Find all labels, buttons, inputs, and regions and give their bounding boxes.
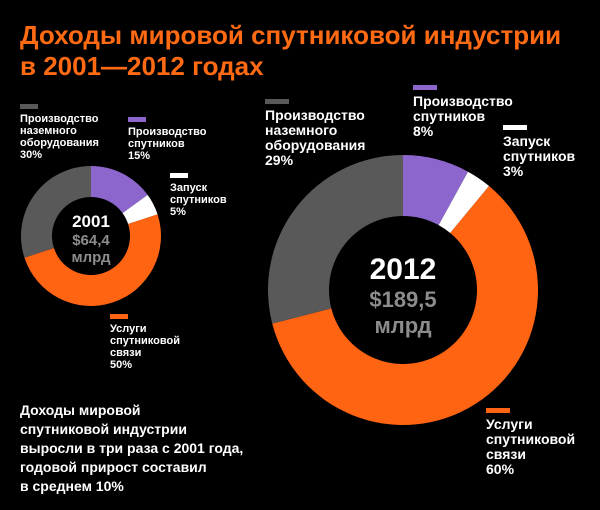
label-2001-services: Услуги спутниковой связи 50% — [110, 314, 180, 371]
slice-2012-services — [272, 185, 538, 425]
label-line: оборудования — [265, 137, 366, 153]
slice-2012-launch — [438, 171, 490, 233]
label-2012-ground: Производство наземного оборудования 29% — [265, 99, 365, 168]
label-2012-services: Услуги спутниковой связи 60% — [486, 408, 575, 477]
slice-2012-ground-equipment — [268, 155, 403, 324]
label-line: наземного — [20, 125, 77, 137]
label-line: наземного — [265, 122, 338, 138]
label-line: Услуги — [486, 416, 533, 432]
legend-swatch-ground — [20, 104, 38, 109]
note-line: выросли в три раза с 2001 года, — [20, 440, 244, 456]
center-year-2012: 2012 — [370, 253, 437, 286]
label-2012-launch: Запуск спутников 3% — [503, 125, 575, 179]
center-amount-2001: $64,4 — [72, 232, 110, 249]
label-line: связи — [486, 446, 526, 462]
center-amount-2012: $189,5 — [369, 287, 436, 312]
summary-note: Доходы мировой спутниковой индустрии выр… — [20, 401, 320, 496]
slice-2012-manufacturing — [403, 155, 469, 226]
note-line: спутниковой индустрии — [20, 421, 187, 437]
legend-swatch-launch — [503, 125, 527, 130]
label-line: спутниковой — [110, 335, 180, 347]
legend-swatch-ground — [265, 99, 289, 104]
label-2001-ground: Производство наземного оборудования 30% — [20, 104, 99, 161]
donut-2012-center: 2012 $189,5 млрд — [369, 253, 436, 338]
label-line: оборудования — [20, 137, 99, 149]
label-line: спутников — [503, 148, 576, 164]
label-line: спутниковой — [486, 431, 576, 447]
center-unit-2012: млрд — [374, 313, 431, 338]
legend-swatch-manufacturing — [128, 117, 146, 122]
label-line: спутников — [413, 108, 486, 124]
label-line: Запуск — [503, 133, 551, 149]
label-value: 29% — [265, 152, 294, 168]
donut-2001 — [20, 166, 161, 306]
slice-2001-ground-equipment — [20, 166, 91, 258]
label-2001-launch: Запуск спутников 5% — [170, 173, 227, 218]
label-line: Производство — [128, 126, 207, 138]
label-line: спутников — [170, 194, 227, 206]
label-line: спутников — [128, 138, 185, 150]
center-unit-2001: млрд — [72, 249, 111, 266]
label-value: 60% — [486, 461, 515, 477]
label-line: Услуги — [110, 323, 147, 335]
center-year-2001: 2001 — [72, 212, 110, 231]
slice-2001-services — [24, 214, 161, 306]
chart-title: Доходы мировой спутниковой индустрии в 2… — [20, 20, 590, 82]
chart-title-line2: в 2001—2012 годах — [20, 51, 264, 81]
label-value: 8% — [413, 123, 434, 139]
chart-title-line1: Доходы мировой спутниковой индустрии — [20, 20, 562, 50]
label-line: Производство — [413, 93, 513, 109]
legend-swatch-manufacturing — [413, 85, 437, 90]
label-line: Производство — [265, 107, 365, 123]
label-value: 15% — [128, 150, 151, 162]
label-value: 5% — [170, 206, 186, 218]
note-line: Доходы мировой — [20, 402, 141, 418]
legend-swatch-services — [486, 408, 510, 413]
note-line: годовой прирост составил — [20, 459, 207, 475]
label-value: 50% — [110, 359, 133, 371]
slice-2001-manufacturing — [91, 166, 148, 214]
legend-swatch-services — [110, 314, 128, 319]
label-line: Производство — [20, 113, 99, 125]
slice-2001-launch — [122, 194, 158, 224]
label-line: связи — [110, 347, 142, 359]
label-value: 3% — [503, 163, 524, 179]
label-line: Запуск — [170, 182, 208, 194]
label-2001-manufacturing: Производство спутников 15% — [128, 117, 206, 162]
donut-2012 — [268, 155, 538, 425]
note-line: в среднем 10% — [20, 478, 124, 494]
donut-2001-center: 2001 $64,4 млрд — [72, 212, 111, 266]
legend-swatch-launch — [170, 173, 188, 178]
label-value: 30% — [20, 149, 43, 161]
label-2012-manufacturing: Производство спутников 8% — [413, 85, 513, 139]
